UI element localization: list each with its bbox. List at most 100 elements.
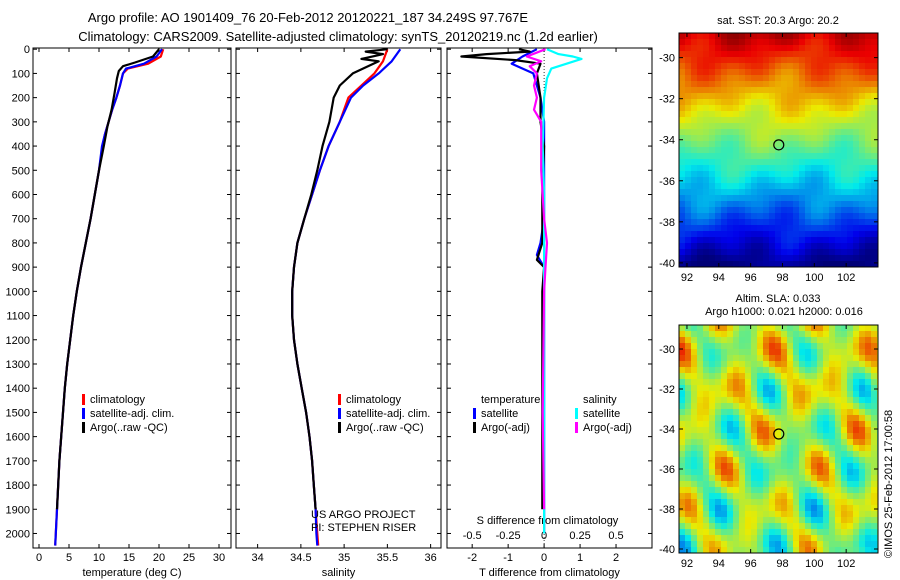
heatmap-cell xyxy=(805,141,811,147)
heatmap-cell xyxy=(829,195,835,201)
heatmap-cell xyxy=(775,63,781,69)
heatmap-cell xyxy=(739,219,745,225)
heatmap-cell xyxy=(721,385,727,391)
heatmap-cell xyxy=(793,75,799,81)
heatmap-cell xyxy=(781,219,787,225)
heatmap-cell xyxy=(715,123,721,129)
heatmap-cell xyxy=(787,87,793,93)
heatmap-cell xyxy=(727,415,733,421)
heatmap-cell xyxy=(823,439,829,445)
heatmap-cell xyxy=(799,81,805,87)
heatmap-cell xyxy=(757,391,763,397)
heatmap-cell xyxy=(823,69,829,75)
heatmap-cell xyxy=(847,325,853,331)
heatmap-cell xyxy=(865,541,871,547)
heatmap-cell xyxy=(685,547,691,553)
heatmap-cell xyxy=(847,517,853,523)
heatmap-cell xyxy=(781,33,787,39)
heatmap-cell xyxy=(787,195,793,201)
heatmap-cell xyxy=(739,159,745,165)
heatmap-cell xyxy=(757,349,763,355)
heatmap-cell xyxy=(727,159,733,165)
heatmap-cell xyxy=(853,171,859,177)
heatmap-cell xyxy=(817,475,823,481)
heatmap-cell xyxy=(865,535,871,541)
heatmap-cell xyxy=(727,237,733,243)
heatmap-cell xyxy=(763,81,769,87)
heatmap-cell xyxy=(751,39,757,45)
heatmap-cell xyxy=(871,481,877,487)
heatmap-cell xyxy=(859,409,865,415)
heatmap-cell xyxy=(679,337,685,343)
heatmap-cell xyxy=(679,463,685,469)
heatmap-cell xyxy=(805,171,811,177)
heatmap-cell xyxy=(709,153,715,159)
heatmap-cell xyxy=(757,153,763,159)
heatmap-cell xyxy=(835,141,841,147)
heatmap-cell xyxy=(727,457,733,463)
heatmap-cell xyxy=(745,457,751,463)
heatmap-cell xyxy=(793,147,799,153)
heatmap-cell xyxy=(865,421,871,427)
x-tick-label: 102 xyxy=(837,272,855,284)
heatmap-cell xyxy=(709,325,715,331)
heatmap-cell xyxy=(859,219,865,225)
heatmap-cell xyxy=(853,123,859,129)
heatmap-cell xyxy=(811,57,817,63)
heatmap-cell xyxy=(853,427,859,433)
heatmap-cell xyxy=(757,39,763,45)
heatmap-cell xyxy=(859,225,865,231)
heatmap-cell xyxy=(799,469,805,475)
heatmap-cell xyxy=(685,39,691,45)
heatmap-cell xyxy=(859,325,865,331)
heatmap-cell xyxy=(817,469,823,475)
heatmap-cell xyxy=(775,481,781,487)
heatmap-cell xyxy=(835,487,841,493)
heatmap-cell xyxy=(787,475,793,481)
heatmap-cell xyxy=(841,415,847,421)
heatmap-cell xyxy=(775,493,781,499)
heatmap-cell xyxy=(841,45,847,51)
argo-location-marker xyxy=(773,139,785,151)
heatmap-cell xyxy=(799,33,805,39)
heatmap-cell xyxy=(721,99,727,105)
heatmap-cell xyxy=(847,487,853,493)
heatmap-cell xyxy=(769,141,775,147)
y-tick-label: -38 xyxy=(659,504,675,516)
heatmap-cell xyxy=(721,511,727,517)
heatmap-cell xyxy=(817,165,823,171)
heatmap-cell xyxy=(823,225,829,231)
heatmap-cell xyxy=(721,439,727,445)
heatmap-cell xyxy=(685,511,691,517)
heatmap-cell xyxy=(685,397,691,403)
heatmap-cell xyxy=(697,487,703,493)
heatmap-cell xyxy=(811,225,817,231)
heatmap-cell xyxy=(805,469,811,475)
heatmap-cell xyxy=(763,237,769,243)
heatmap-cell xyxy=(685,141,691,147)
heatmap-cell xyxy=(865,439,871,445)
heatmap-cell xyxy=(793,171,799,177)
heatmap-cell xyxy=(721,171,727,177)
heatmap-cell xyxy=(697,51,703,57)
heatmap-cell xyxy=(739,349,745,355)
heatmap-cell xyxy=(811,487,817,493)
heatmap-cell xyxy=(853,343,859,349)
heatmap-cell xyxy=(787,397,793,403)
x-tick-label: 96 xyxy=(745,272,757,284)
heatmap-cell xyxy=(871,111,877,117)
heatmap-cell xyxy=(757,523,763,529)
heatmap-cell xyxy=(739,81,745,87)
heatmap-cell xyxy=(787,243,793,249)
heatmap-cell xyxy=(715,511,721,517)
heatmap-cell xyxy=(775,373,781,379)
heatmap-cell xyxy=(817,331,823,337)
heatmap-cell xyxy=(787,207,793,213)
heatmap-cell xyxy=(751,541,757,547)
heatmap-cell xyxy=(763,397,769,403)
heatmap-cell xyxy=(709,433,715,439)
heatmap-cell xyxy=(745,177,751,183)
heatmap-cell xyxy=(769,117,775,123)
heatmap-cell xyxy=(853,189,859,195)
heatmap-cell xyxy=(715,117,721,123)
